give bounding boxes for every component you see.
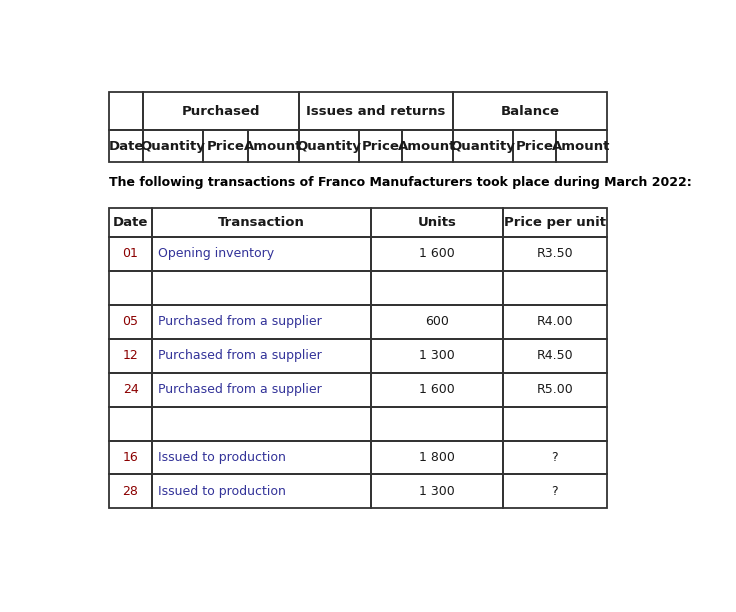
Bar [372,406,503,441]
Text: Date: Date [108,140,144,152]
Bar [503,339,607,373]
Text: Purchased from a supplier: Purchased from a supplier [158,315,322,328]
Bar [109,130,144,162]
Bar [152,305,372,339]
Bar [556,130,607,162]
Text: 1 300: 1 300 [420,485,455,498]
Text: 16: 16 [123,451,138,464]
Text: 1 800: 1 800 [420,451,455,464]
Bar [109,237,152,271]
Bar [513,130,556,162]
Bar [503,373,607,406]
Bar [503,305,607,339]
Bar [299,130,359,162]
Bar [152,271,372,305]
Text: Balance: Balance [500,105,559,118]
Bar [453,92,607,130]
Bar [503,406,607,441]
Text: Units: Units [417,216,456,229]
Text: 01: 01 [123,247,138,261]
Text: Price: Price [207,140,244,152]
Bar [152,441,372,474]
Text: Amount: Amount [244,140,302,152]
Bar [109,305,152,339]
Text: ?: ? [551,485,558,498]
Text: R3.50: R3.50 [537,247,573,261]
Bar [152,207,372,237]
Text: Price: Price [515,140,553,152]
Bar [503,474,607,509]
Bar [372,237,503,271]
Text: 1 300: 1 300 [420,349,455,362]
Text: Issues and returns: Issues and returns [306,105,446,118]
Bar [372,339,503,373]
Bar [152,339,372,373]
Bar [372,373,503,406]
Bar [109,441,152,474]
Text: Quantity: Quantity [141,140,206,152]
Text: Amount: Amount [398,140,456,152]
Text: 1 600: 1 600 [420,247,455,261]
Text: Issued to production: Issued to production [158,485,286,498]
Bar [152,406,372,441]
Bar [372,207,503,237]
Bar [503,207,607,237]
Bar [109,92,144,130]
Bar [109,339,152,373]
Text: Quantity: Quantity [297,140,361,152]
Text: Quantity: Quantity [450,140,515,152]
Text: 24: 24 [123,383,138,396]
Text: Opening inventory: Opening inventory [158,247,274,261]
Text: 600: 600 [425,315,449,328]
Bar [359,130,402,162]
Text: Amount: Amount [552,140,611,152]
Text: Price per unit: Price per unit [504,216,606,229]
Bar [503,237,607,271]
Text: R5.00: R5.00 [537,383,573,396]
Bar [248,130,299,162]
Text: The following transactions of Franco Manufacturers took place during March 2022:: The following transactions of Franco Man… [109,176,692,189]
Text: Price: Price [361,140,399,152]
Bar [152,373,372,406]
Bar [402,130,453,162]
Text: Transaction: Transaction [219,216,305,229]
Bar [109,373,152,406]
Text: Purchased: Purchased [182,105,261,118]
Text: Date: Date [113,216,148,229]
Bar [109,474,152,509]
Bar [144,92,299,130]
Text: Issued to production: Issued to production [158,451,286,464]
Bar [203,130,248,162]
Bar [109,207,152,237]
Text: 1 600: 1 600 [420,383,455,396]
Text: Purchased from a supplier: Purchased from a supplier [158,349,322,362]
Bar [503,271,607,305]
Bar [372,271,503,305]
Bar [453,130,513,162]
Bar [152,474,372,509]
Bar [372,474,503,509]
Text: 28: 28 [123,485,138,498]
Bar [109,271,152,305]
Text: 05: 05 [122,315,138,328]
Bar [503,441,607,474]
Bar [299,92,453,130]
Bar [109,406,152,441]
Text: Purchased from a supplier: Purchased from a supplier [158,383,322,396]
Text: R4.50: R4.50 [537,349,573,362]
Text: R4.00: R4.00 [537,315,573,328]
Bar [144,130,203,162]
Text: ?: ? [551,451,558,464]
Bar [372,441,503,474]
Bar [372,305,503,339]
Bar [152,237,372,271]
Text: 12: 12 [123,349,138,362]
